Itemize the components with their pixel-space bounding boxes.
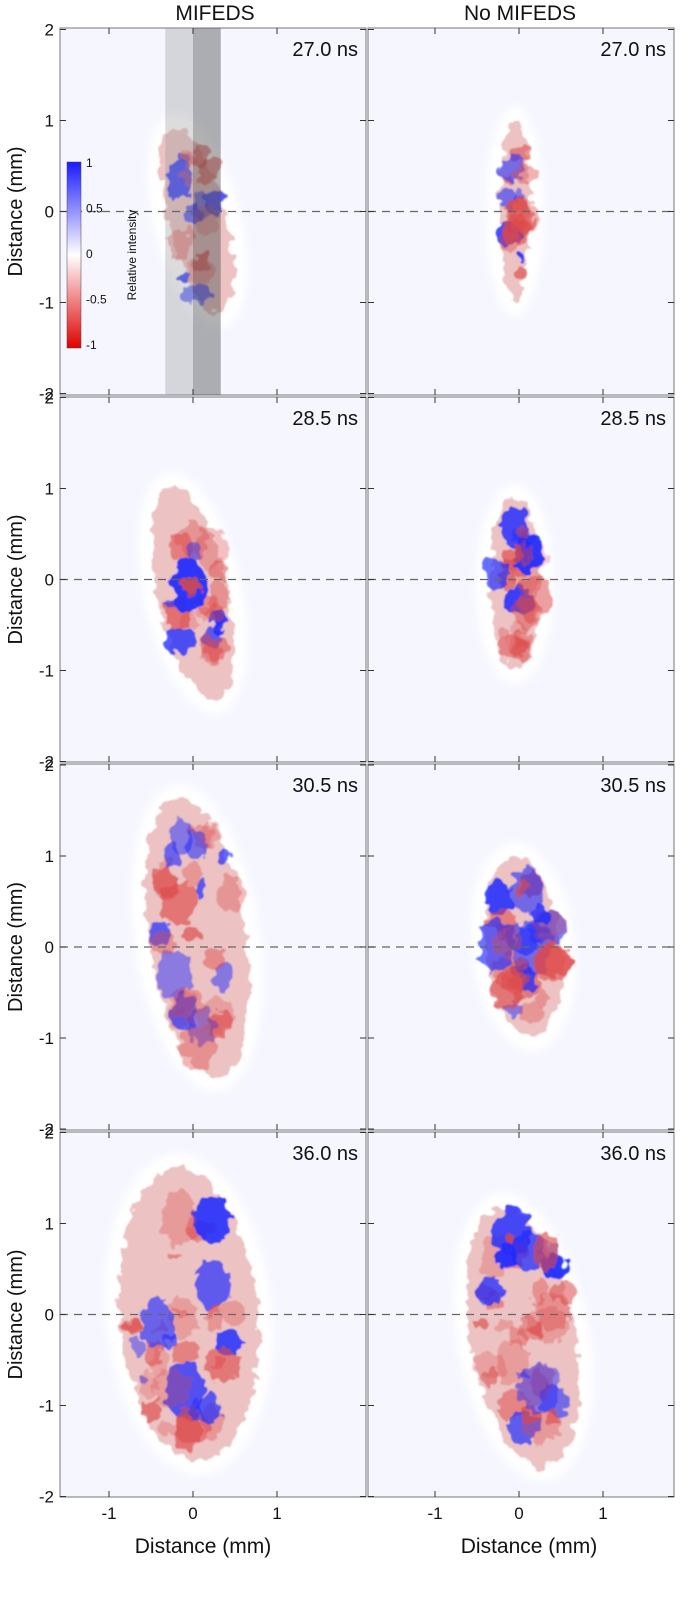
y-tick-label: 1 — [45, 847, 54, 866]
y-axis-label: Distance (mm) — [5, 1249, 27, 1379]
y-tick-label: 1 — [45, 480, 54, 499]
colorbar-tick-label: 0.5 — [86, 202, 103, 216]
y-tick-label: 2 — [45, 756, 54, 775]
x-axis-label: Distance (mm) — [461, 1535, 598, 1558]
time-label: 28.5 ns — [292, 408, 358, 430]
colorbar-label: Relative intensity — [125, 210, 139, 301]
y-tick-label: -2 — [39, 753, 54, 772]
time-label: 27.0 ns — [292, 39, 358, 61]
intensity-map — [151, 486, 235, 701]
intensity-map — [485, 497, 552, 671]
image-panel: 28.5 ns 2 1 0 -1 -2 Distance (mm) — [5, 389, 367, 772]
x-tick-label: -1 — [427, 1504, 442, 1523]
x-tick-label: 1 — [272, 1504, 281, 1523]
y-tick-label: 2 — [45, 1124, 54, 1143]
image-panel: 30.5 ns — [367, 763, 675, 1131]
colorbar-gradient — [66, 161, 82, 349]
y-tick-label: 0 — [45, 1306, 54, 1325]
y-tick-label: 0 — [45, 203, 54, 222]
y-tick-label: 0 — [45, 938, 54, 957]
x-axis-label: Distance (mm) — [135, 1535, 272, 1558]
time-label: 30.5 ns — [600, 775, 666, 797]
colorbar-tick-label: -0.5 — [86, 293, 107, 307]
y-tick-label: -2 — [39, 1488, 54, 1507]
intensity-map — [160, 127, 234, 314]
y-tick-label: 2 — [45, 389, 54, 408]
y-tick-label: 2 — [45, 21, 54, 40]
x-tick-label: 0 — [514, 1504, 523, 1523]
image-panel: 28.5 ns — [367, 396, 675, 763]
y-tick-label: 0 — [45, 571, 54, 590]
y-axis-label: Distance (mm) — [5, 514, 27, 644]
column-title-mifeds: MIFEDS — [175, 2, 255, 25]
time-label: 36.0 ns — [292, 1143, 358, 1165]
x-tick-label: 0 — [188, 1504, 197, 1523]
time-label: 30.5 ns — [292, 775, 358, 797]
y-tick-label: 1 — [45, 112, 54, 131]
image-panel: 27.0 ns 2 1 0 -1 -2 Distance (mm) — [5, 21, 367, 404]
y-tick-label: -1 — [39, 1397, 54, 1416]
colorbar-tick-label: -1 — [86, 338, 97, 352]
x-tick-label: 1 — [598, 1504, 607, 1523]
y-tick-label: -2 — [39, 1120, 54, 1139]
image-panel: 27.0 ns — [367, 27, 675, 396]
intensity-map — [493, 120, 538, 303]
colorbar: 1 0.5 0 -0.5 -1 Relative intensity — [66, 156, 139, 352]
y-tick-label: -1 — [39, 662, 54, 681]
image-panel: 30.5 ns 2 1 0 -1 -2 Distance (mm) — [5, 756, 367, 1139]
column-title-no-mifeds: No MIFEDS — [463, 2, 576, 25]
intensity-map — [145, 798, 250, 1078]
y-tick-label: -1 — [39, 1029, 54, 1048]
intensity-map — [467, 1206, 580, 1468]
y-axis-label: Distance (mm) — [5, 146, 27, 276]
y-tick-label: 1 — [45, 1215, 54, 1234]
time-label: 27.0 ns — [600, 39, 666, 61]
time-label: 36.0 ns — [600, 1143, 666, 1165]
x-tick-label: -1 — [101, 1504, 116, 1523]
y-tick-label: -1 — [39, 294, 54, 313]
colorbar-tick-label: 1 — [86, 156, 93, 170]
y-axis-label: Distance (mm) — [5, 882, 27, 1012]
time-label: 28.5 ns — [600, 408, 666, 430]
y-tick-label: -2 — [39, 385, 54, 404]
colorbar-tick-label: 0 — [86, 247, 93, 261]
